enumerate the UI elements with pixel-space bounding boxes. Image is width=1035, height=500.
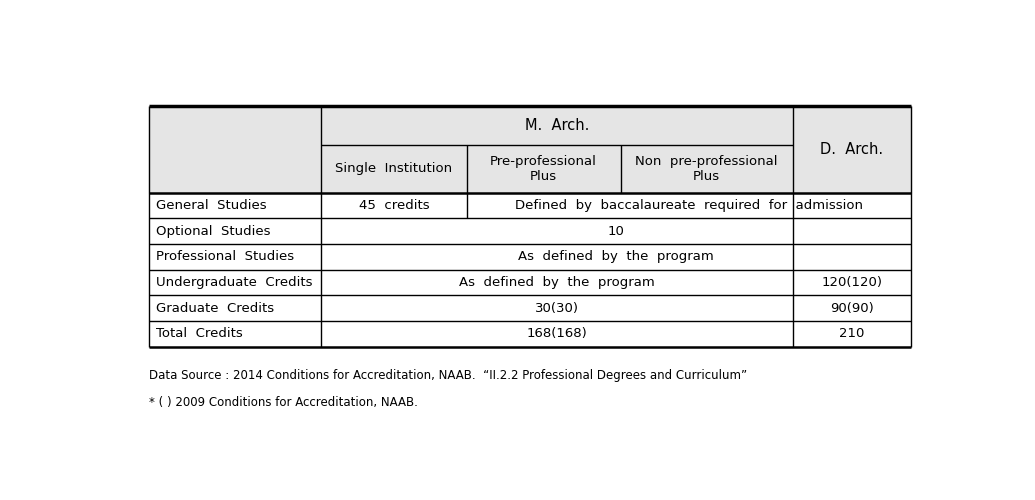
- Text: As  defined  by  the  program: As defined by the program: [519, 250, 714, 264]
- Text: D.  Arch.: D. Arch.: [821, 142, 884, 157]
- Text: Optional  Studies: Optional Studies: [156, 225, 270, 238]
- Text: Data Source : 2014 Conditions for Accreditation, NAAB.  “II.2.2 Professional Deg: Data Source : 2014 Conditions for Accred…: [149, 369, 747, 382]
- Text: Professional  Studies: Professional Studies: [156, 250, 294, 264]
- Text: As  defined  by  the  program: As defined by the program: [459, 276, 655, 289]
- Text: 168(168): 168(168): [527, 328, 587, 340]
- Text: M.  Arch.: M. Arch.: [525, 118, 589, 133]
- Text: Pre-professional
Plus: Pre-professional Plus: [491, 155, 597, 183]
- Polygon shape: [149, 218, 912, 244]
- Text: * ( ) 2009 Conditions for Accreditation, NAAB.: * ( ) 2009 Conditions for Accreditation,…: [149, 396, 418, 409]
- Polygon shape: [149, 321, 912, 347]
- Text: Single  Institution: Single Institution: [335, 162, 452, 175]
- Text: 210: 210: [839, 328, 864, 340]
- Text: 45  credits: 45 credits: [358, 199, 430, 212]
- Polygon shape: [149, 296, 912, 321]
- Text: Undergraduate  Credits: Undergraduate Credits: [156, 276, 313, 289]
- Polygon shape: [149, 106, 912, 144]
- Text: 30(30): 30(30): [535, 302, 579, 315]
- Text: Defined  by  baccalaureate  required  for  admission: Defined by baccalaureate required for ad…: [515, 199, 863, 212]
- Polygon shape: [149, 144, 912, 193]
- Polygon shape: [149, 270, 912, 295]
- Text: Total  Credits: Total Credits: [156, 328, 242, 340]
- Polygon shape: [149, 244, 912, 270]
- Text: 10: 10: [608, 225, 625, 238]
- Text: Non  pre-professional
Plus: Non pre-professional Plus: [635, 155, 778, 183]
- Text: 120(120): 120(120): [822, 276, 883, 289]
- Text: General  Studies: General Studies: [156, 199, 266, 212]
- Polygon shape: [149, 193, 912, 218]
- Text: Graduate  Credits: Graduate Credits: [156, 302, 274, 315]
- Text: 90(90): 90(90): [830, 302, 874, 315]
